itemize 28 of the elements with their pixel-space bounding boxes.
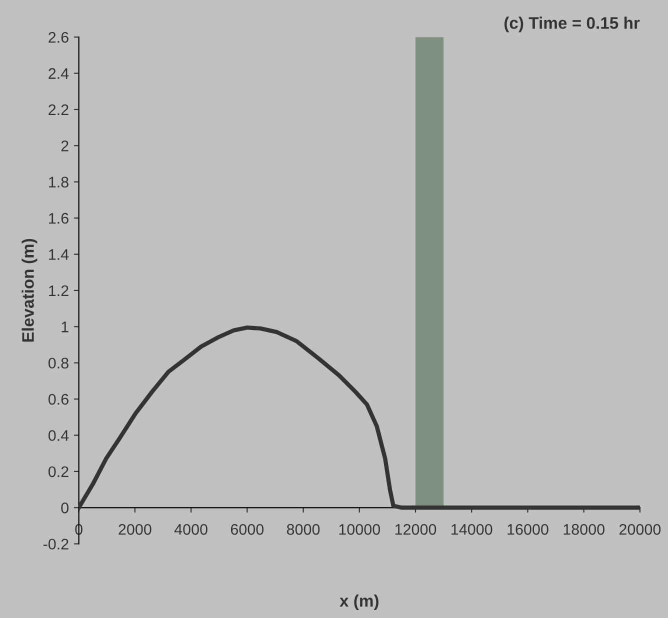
y-tick-label: 1.2 <box>49 285 68 296</box>
chart-title: (c) Time = 0.15 hr <box>504 16 640 32</box>
y-tick-label: -0.2 <box>43 538 68 550</box>
y-tick-label: 1.6 <box>49 212 68 224</box>
x-tick-label: 20000 <box>619 524 661 535</box>
y-tick-label: 2.6 <box>48 32 68 43</box>
x-tick-label: 16000 <box>508 524 548 535</box>
x-tick-label: 4000 <box>174 524 208 535</box>
y-tick-label: 0 <box>61 502 69 514</box>
x-tick-label: 14000 <box>452 524 492 535</box>
y-tick-label: 0.6 <box>48 394 68 405</box>
y-tick-label: 2 <box>61 140 68 152</box>
y-tick-label: 1 <box>62 322 68 332</box>
x-tick-label: 2000 <box>118 524 152 535</box>
y-tick-label: 1.4 <box>49 249 69 260</box>
x-tick-label: 10000 <box>339 524 380 535</box>
y-tick-label: 0.4 <box>48 430 69 441</box>
x-tick-label: 8000 <box>286 524 320 535</box>
y-tick-label: 1.8 <box>49 176 68 188</box>
y-axis-title: Elevation (m) <box>22 238 38 342</box>
x-axis-title: x (m) <box>340 594 378 610</box>
y-tick-label: 2.2 <box>48 104 68 116</box>
x-tick-label: 18000 <box>564 524 604 535</box>
x-tick-label: 6000 <box>230 524 264 535</box>
y-tick-label: 2.4 <box>48 68 69 79</box>
y-tick-label: 0.8 <box>48 358 68 369</box>
y-tick-label: 0.2 <box>48 466 68 478</box>
x-tick-label: 12000 <box>395 524 436 535</box>
